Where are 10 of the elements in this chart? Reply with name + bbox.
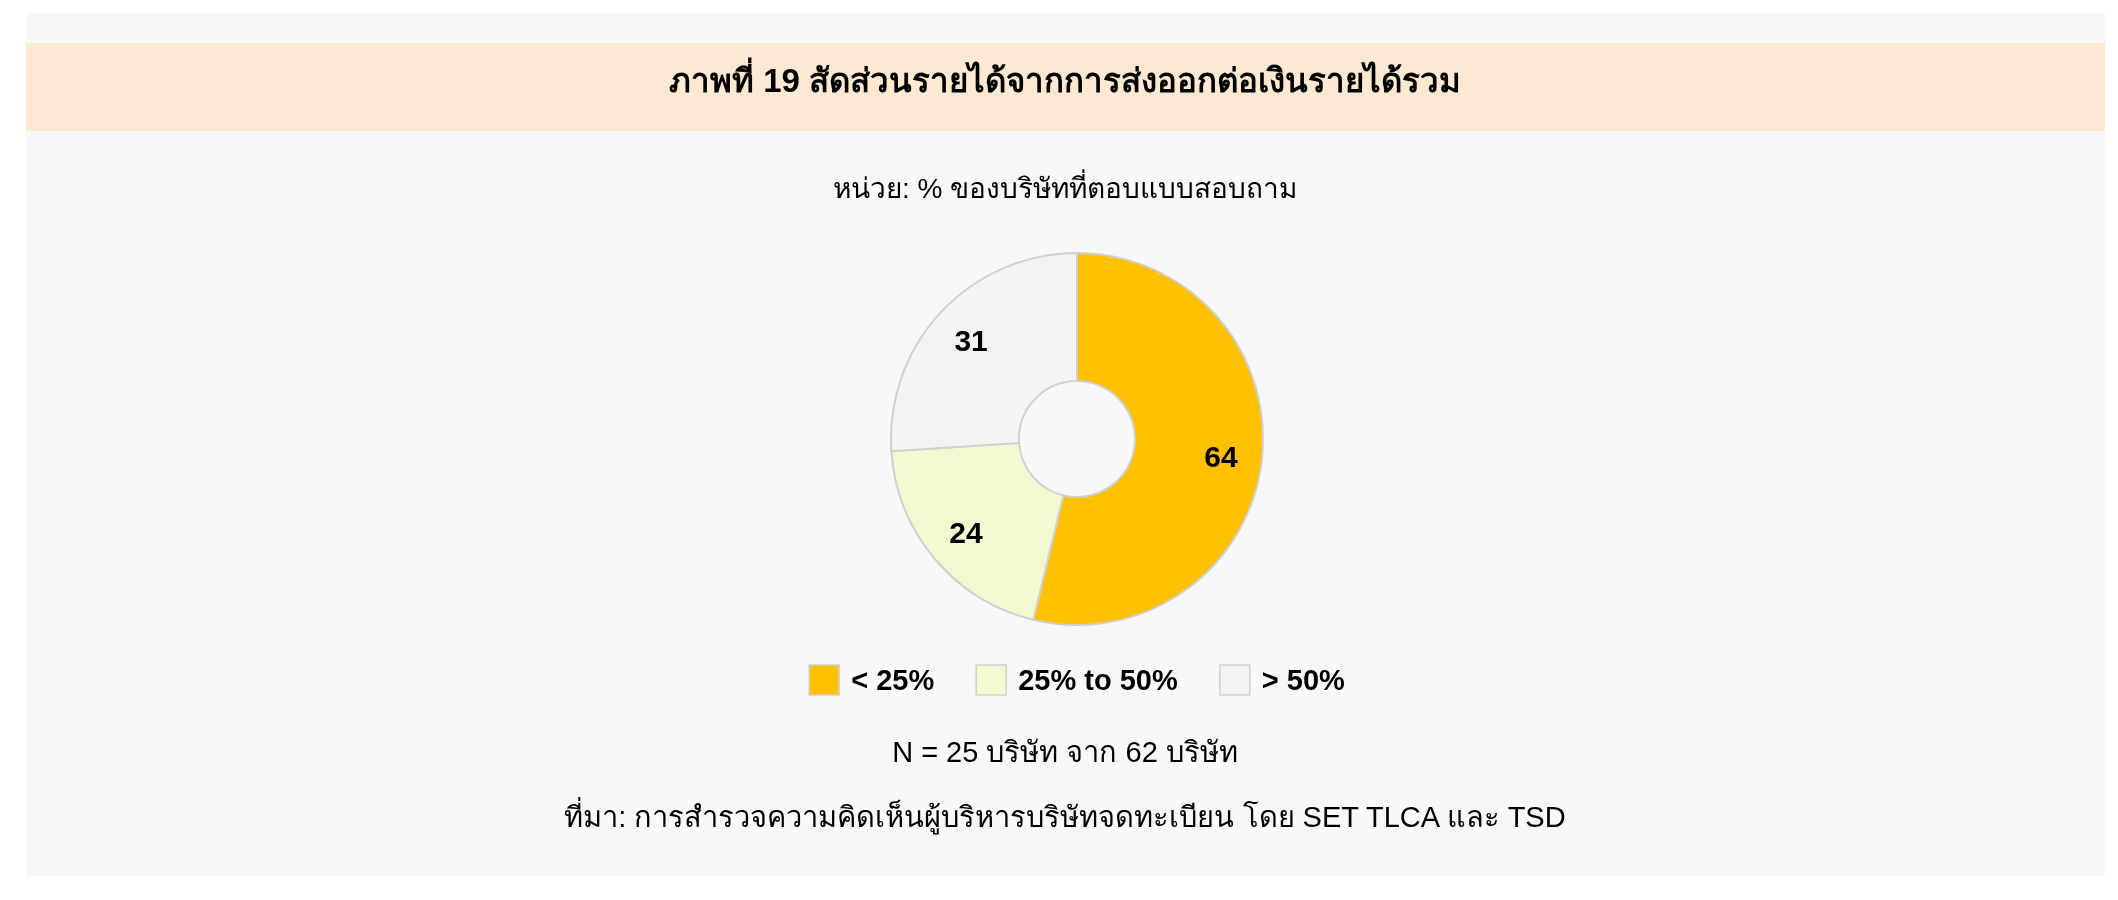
chart-subtitle: หน่วย: % ของบริษัทที่ตอบแบบสอบถาม [832, 169, 1298, 204]
data-label: 24 [949, 516, 984, 550]
data-label: 64 [1204, 440, 1239, 474]
legend-label: 25% to 50% [1018, 664, 1178, 696]
text: N = 25 บริษัท จาก 62 บริษัท [892, 736, 1238, 768]
data-label: 31 [954, 323, 988, 357]
text: ที่มา: การสำรวจความคิดเห็นผู้บริหารบริษัทจดทะเบียน โดย SET TLCA และ TSD [564, 797, 1566, 835]
legend-label: < 25% [851, 664, 935, 696]
chart-title: ภาพที่ 19 สัดส่วนรายได้จากการส่งออกต่อเงินรายได้รวม [668, 57, 1462, 99]
legend-label: > 50% [1261, 664, 1346, 696]
